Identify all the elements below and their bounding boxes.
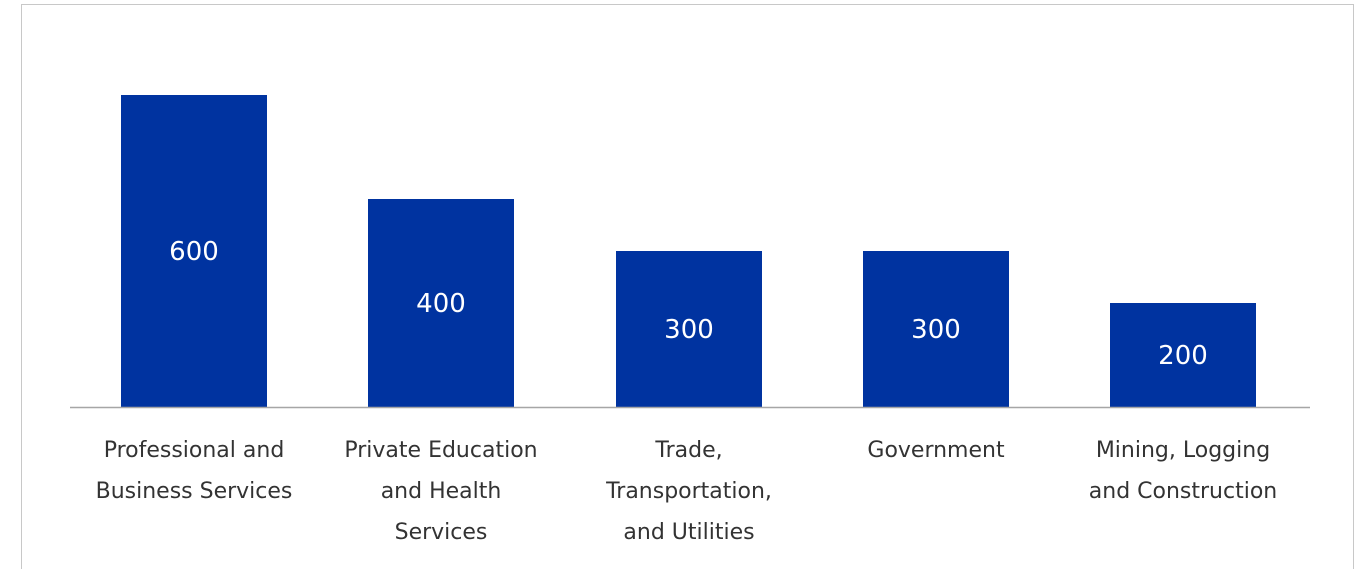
category-label-line: and Health xyxy=(381,479,502,504)
bar-1 xyxy=(121,95,267,407)
bar-5 xyxy=(1110,303,1256,407)
category-label-line: Transportation, xyxy=(605,479,772,504)
bar-value-label-3: 300 xyxy=(664,315,714,345)
category-label-1: Professional and Business Services xyxy=(96,438,293,504)
category-label-2: Private Education and Health Services xyxy=(344,438,537,545)
bar-value-label-2: 400 xyxy=(416,289,466,319)
bar-4 xyxy=(863,251,1009,407)
category-label-line: Government xyxy=(867,438,1005,463)
category-label-line: Mining, Logging xyxy=(1096,438,1270,463)
category-label-line: Trade, xyxy=(654,438,722,463)
bar-value-label-1: 600 xyxy=(169,237,219,267)
category-label-line: and Utilities xyxy=(623,520,754,545)
category-label-line: Business Services xyxy=(96,479,293,504)
bar-value-label-4: 300 xyxy=(911,315,961,345)
category-label-3: Trade, Transportation, and Utilities xyxy=(605,438,772,545)
category-labels-group: Professional and Business Services Private… xyxy=(96,438,1278,545)
category-label-line: and Construction xyxy=(1089,479,1277,504)
bar-3 xyxy=(616,251,762,407)
bar-value-label-5: 200 xyxy=(1158,341,1208,371)
bar-2 xyxy=(368,199,514,407)
category-label-line: Professional and xyxy=(104,438,285,463)
category-label-line: Services xyxy=(395,520,488,545)
value-labels-group: 600 400 300 300 200 xyxy=(169,237,1208,371)
category-label-4: Government xyxy=(867,438,1005,463)
category-label-5: Mining, Logging and Construction xyxy=(1089,438,1277,504)
bars-group xyxy=(121,95,1256,407)
chart-frame xyxy=(21,4,1354,569)
category-label-line: Private Education xyxy=(344,438,537,463)
